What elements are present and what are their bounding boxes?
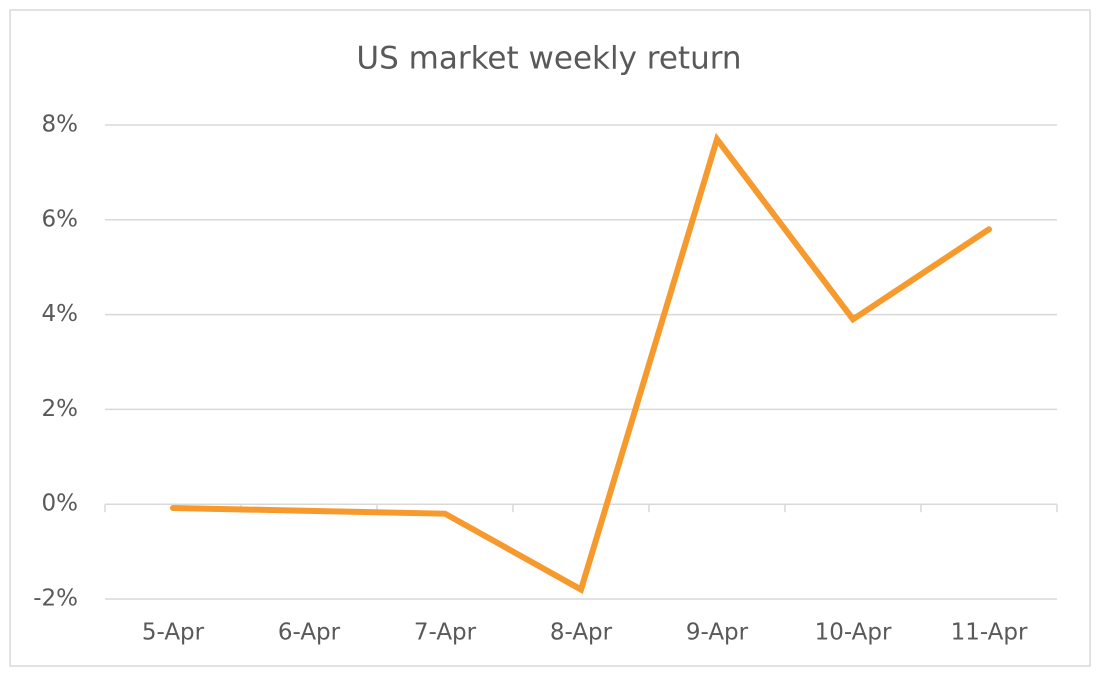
y-tick-label: 8%	[42, 112, 79, 138]
data-line	[170, 132, 992, 594]
x-tick-label: 10-Apr	[815, 620, 892, 646]
chart-title: US market weekly return	[356, 41, 741, 77]
x-tick-label: 9-Apr	[686, 620, 749, 646]
x-tick-label: 7-Apr	[414, 620, 477, 646]
x-tick-label: 5-Apr	[142, 620, 205, 646]
y-tick-label: 6%	[42, 206, 79, 232]
x-tick-label: 8-Apr	[550, 620, 613, 646]
y-tick-label: 2%	[42, 396, 79, 422]
y-tick-label: -2%	[33, 586, 78, 612]
chart-border	[9, 9, 1091, 667]
x-tick-label: 11-Apr	[951, 620, 1028, 646]
y-tick-label: 4%	[42, 301, 79, 327]
y-tick-label: 0%	[42, 491, 79, 517]
x-tick-label: 6-Apr	[278, 620, 341, 646]
